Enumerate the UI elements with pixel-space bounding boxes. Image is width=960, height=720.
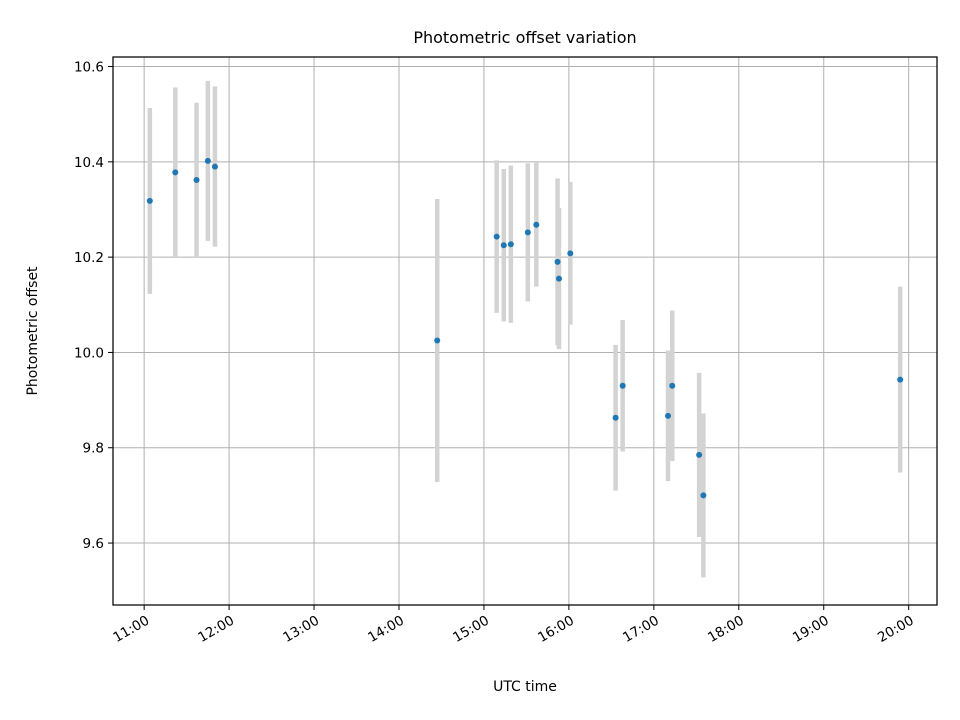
data-point (493, 233, 500, 240)
data-point (204, 157, 211, 164)
data-point (507, 241, 514, 248)
data-point (533, 221, 540, 228)
y-axis-label: Photometric offset (25, 266, 41, 396)
y-tick-label: 10.2 (74, 250, 104, 266)
data-point (554, 258, 561, 265)
data-point (146, 197, 153, 204)
data-point (696, 451, 703, 458)
data-point (669, 382, 676, 389)
data-point (700, 492, 707, 499)
data-point (193, 176, 200, 183)
plot-frame (112, 56, 938, 606)
data-point (567, 250, 574, 257)
y-tick-label: 10.6 (74, 60, 104, 76)
data-point (434, 337, 441, 344)
data-point (555, 275, 562, 282)
y-tick-label: 9.6 (83, 536, 104, 552)
data-point (664, 412, 671, 419)
data-point (619, 382, 626, 389)
chart-title: Photometric offset variation (413, 28, 636, 47)
y-tick-label: 9.8 (83, 441, 104, 457)
data-point (897, 376, 904, 383)
data-point (524, 229, 531, 236)
x-axis-label: UTC time (493, 679, 557, 695)
y-tick-label: 10.0 (74, 345, 104, 361)
y-axis-ticks: 9.6 9.8 10.0 10.2 10.4 10.6 (74, 60, 113, 552)
data-point (612, 414, 619, 421)
data-point (500, 242, 507, 249)
data-point (211, 163, 218, 170)
y-tick-label: 10.4 (74, 155, 104, 171)
data-points (146, 157, 904, 499)
data-point (172, 169, 179, 176)
grid (113, 57, 937, 605)
